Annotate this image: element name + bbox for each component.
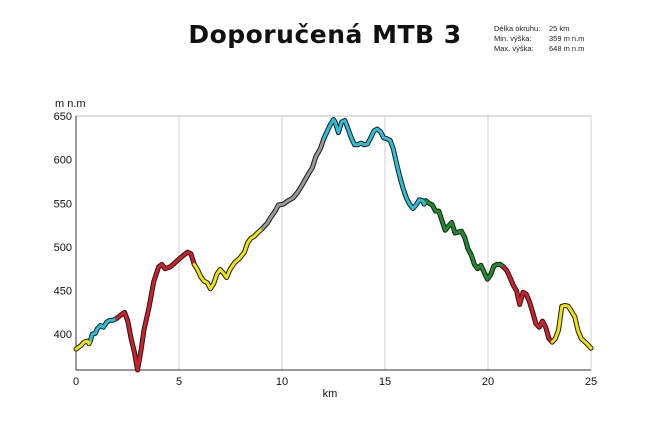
grid-lines [75,115,592,371]
y-tick-label: 450 [54,286,72,298]
elevation-line [73,117,594,373]
x-tick-label: 15 [379,376,391,388]
info-label: Max. výška: [494,44,534,53]
info-value: 359 m n.m [549,34,585,43]
profile-segment-cyan [89,317,118,342]
profile-segment-red [502,265,554,344]
x-tick-label: 0 [73,376,79,388]
info-row-min-elevation: Min. výška: 359 m n.m [494,34,584,44]
x-axis-title: km [323,388,338,400]
y-tick-label: 500 [54,242,72,254]
profile-segment-outline [114,249,197,373]
y-tick-label: 400 [54,329,72,341]
info-label: Min. výška: [494,34,532,43]
info-value: 25 km [549,24,570,33]
y-tick-label: 650 [54,111,72,123]
y-tick-label: 600 [54,155,72,167]
axes: 0 5 10 15 20 25 400 450 500 550 600 650 [54,111,597,388]
profile-segment-red [115,250,196,372]
profile-segment-yellow [74,338,93,351]
info-row-length: Délka okruhu: 25 km [494,24,584,34]
plot-frame [75,115,592,371]
profile-segment-outline [88,316,119,343]
route-info-box: Délka okruhu: 25 km Min. výška: 359 m n.… [494,24,584,54]
info-value: 648 m n.m [549,44,585,53]
x-tick-label: 10 [276,376,288,388]
x-tick-label: 25 [585,376,597,388]
info-label: Délka okruhu: [494,24,541,33]
profile-segment-yellow [192,227,264,291]
chart-title: Doporučená MTB 3 [188,20,462,49]
y-tick-label: 550 [54,198,72,210]
x-tick-label: 20 [482,376,494,388]
y-axis-title: m n.m [55,98,86,110]
x-tick-label: 5 [176,376,182,388]
info-row-max-elevation: Max. výška: 648 m n.m [494,44,584,54]
profile-segment-cyan [322,118,428,210]
profile-segment-yellow [550,303,593,350]
profile-segment-green [424,199,505,281]
profile-segment-gray [260,137,326,231]
